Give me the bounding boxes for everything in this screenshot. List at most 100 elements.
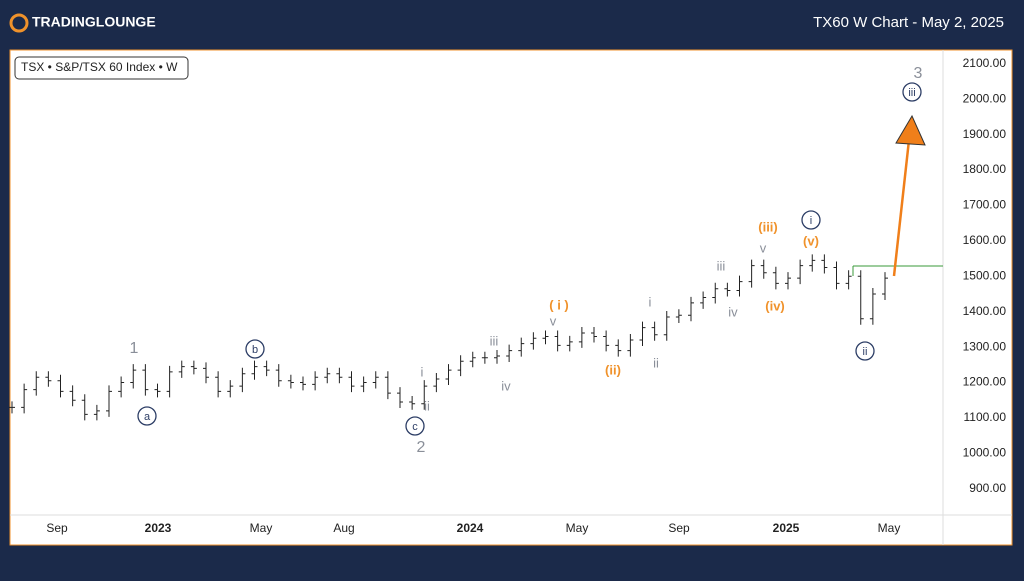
price-bar [9,401,15,414]
wave-circle [855,341,875,361]
price-bar [118,376,125,398]
price-bar [142,364,149,396]
price-bar [566,335,573,352]
price-bar [21,383,28,414]
x-tick-label: Aug [333,521,354,535]
wave-label: ( i ) [549,297,569,312]
price-bar [190,360,197,375]
x-tick-label: 2024 [457,521,484,535]
price-bar [130,364,137,389]
price-bar [712,282,719,304]
price-bar [33,371,40,396]
price-bar [772,266,779,290]
symbol-box [14,56,189,80]
y-tick-label: 1100.00 [964,410,1007,424]
y-tick-label: 1800.00 [963,162,1007,176]
price-bar [239,367,246,393]
price-bar [106,385,112,417]
wave-label: (ii) [605,362,621,377]
wave-label: iv [501,378,511,393]
price-bar [736,275,743,297]
x-tick-label: Sep [668,521,690,535]
price-bar [421,380,428,410]
price-bar [154,383,161,398]
price-bar [324,367,331,384]
wave-label: iii [908,87,915,99]
y-tick-label: 2100.00 [963,56,1007,70]
price-bar [57,374,64,398]
wave-circle [405,416,425,436]
price-bar [312,371,319,391]
price-bar [845,270,852,290]
price-bar [821,254,828,274]
x-tick-label: 2025 [773,521,800,535]
price-bar [300,376,306,391]
price-bar [469,351,476,368]
price-bar [700,291,707,309]
price-bar [760,259,767,279]
price-bar [578,326,585,348]
price-bar [554,330,561,352]
projection-arrow [892,139,911,277]
price-bar [542,330,549,345]
wave-circle [137,406,157,426]
price-bar [809,254,816,272]
price-bar [372,371,379,389]
wave-label: ii [863,346,868,358]
wave-label: 3 [914,65,923,82]
wave-label: 2 [417,439,426,456]
y-tick-label: 1400.00 [963,304,1007,318]
price-bar [785,272,791,290]
price-bar [591,326,597,343]
price-bar [675,309,682,324]
price-bar [348,371,355,393]
wave-label: i [421,364,424,379]
wave-label: 1 [130,340,139,357]
price-bar [663,311,670,341]
price-bar [287,374,294,389]
y-tick-label: 1200.00 [963,375,1007,389]
price-bar [688,296,694,322]
wave-label: c [412,421,418,433]
y-tick-label: 2000.00 [963,91,1007,105]
price-bar [481,351,488,364]
wave-label: i [649,294,652,309]
price-bar [833,261,840,290]
wave-label: iv [728,304,738,319]
arrow-head [895,114,926,146]
price-bar [518,337,525,357]
wave-label: a [144,411,151,423]
wave-label: (iv) [765,298,785,313]
price-bar [263,360,270,377]
price-bar [215,371,222,398]
y-tick-label: 1900.00 [963,127,1007,141]
price-bar [869,288,876,325]
y-tick-label: 1600.00 [963,233,1007,247]
price-bar [882,272,888,301]
price-bar [275,364,282,387]
price-bar [433,373,440,393]
x-tick-label: Sep [46,521,68,535]
price-bar [409,396,416,410]
price-bar [724,282,731,297]
wave-label: v [760,240,767,255]
brand: TRADINGLOUNGE [32,14,156,30]
y-tick-label: 1500.00 [963,268,1007,282]
price-bar [384,371,391,400]
price-bar [457,355,464,377]
price-bar [251,360,258,380]
x-tick-label: 2023 [145,521,172,535]
y-tick-label: 1300.00 [963,339,1007,353]
wave-label: (iii) [758,219,778,234]
price-bar [178,360,185,378]
price-bar [651,321,658,341]
price-bar [627,334,634,357]
price-bar [336,367,343,384]
chart-frame [9,49,1013,546]
price-bar [445,364,452,386]
price-bar [639,321,646,347]
price-bar [397,387,403,409]
wave-label: i [810,215,812,227]
price-bar [360,376,367,393]
